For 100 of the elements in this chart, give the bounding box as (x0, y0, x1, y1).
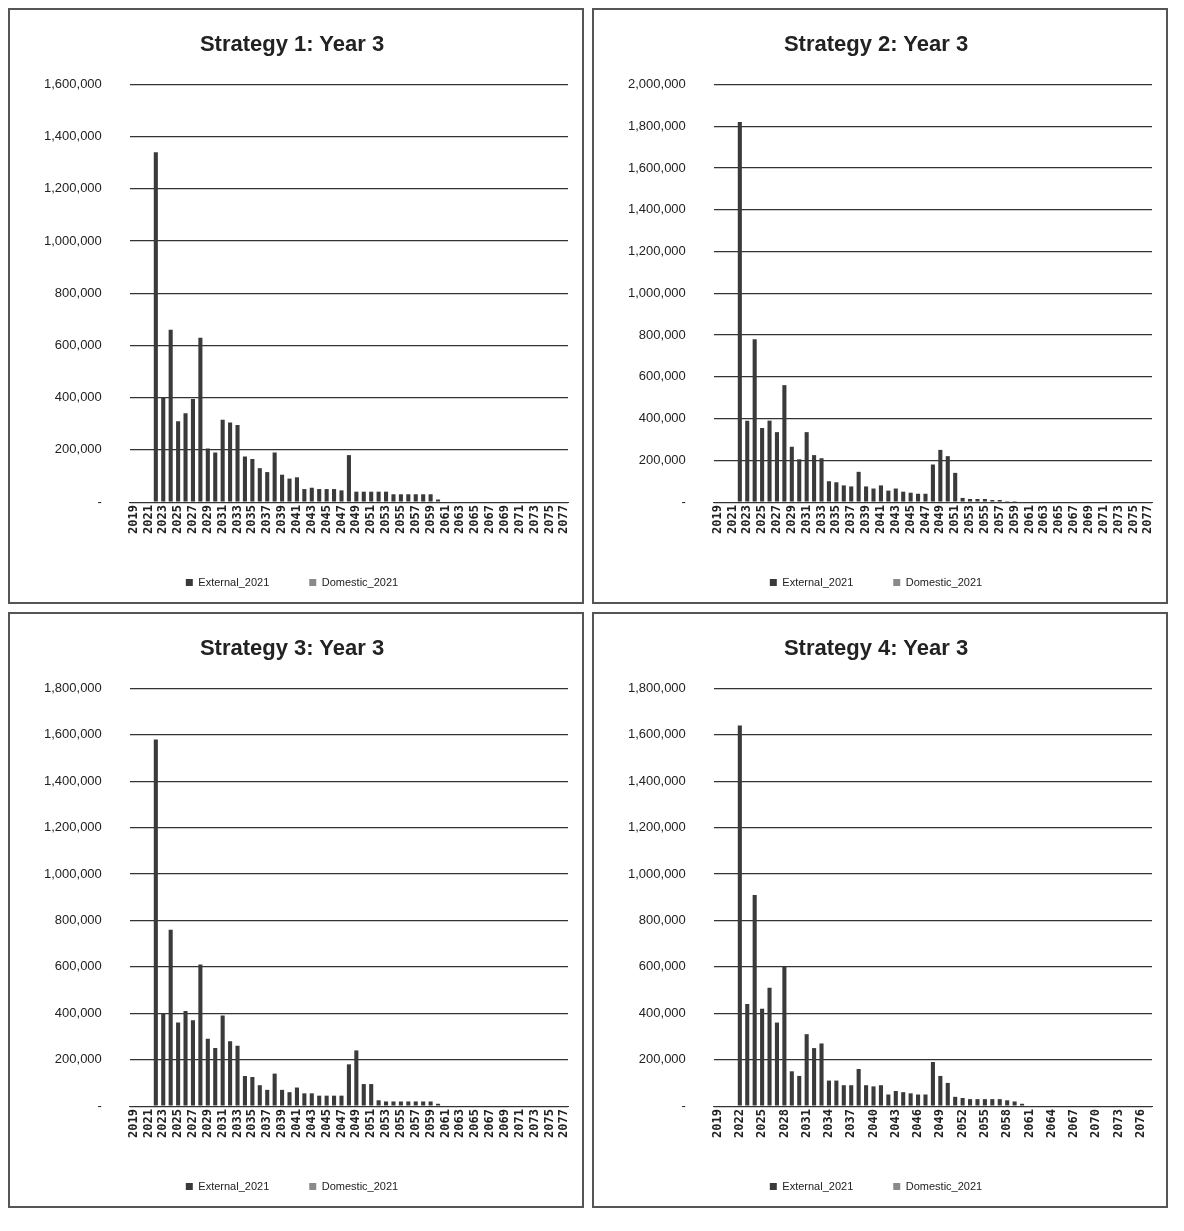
x-tick-label: 2049 (348, 505, 363, 535)
legend-label: Domestic_2021 (905, 575, 983, 588)
x-tick-label: 2019 (125, 1109, 140, 1139)
x-tick-label: 2043 (303, 505, 318, 535)
x-tick-label: 2077 (556, 505, 571, 535)
x-tick-label: 2055 (977, 505, 992, 535)
x-tick-label: 2043 (303, 1109, 318, 1139)
x-tick-label: 2051 (947, 505, 962, 535)
x-tick-label: 2034 (821, 1109, 836, 1139)
x-tick-label: 2035 (828, 505, 843, 535)
x-tick-label: 2031 (798, 505, 813, 535)
x-tick-label: 2069 (497, 1109, 511, 1139)
x-tick-label: 2069 (497, 505, 511, 535)
y-tick-label: 1,200,000 (627, 819, 686, 835)
y-tick-label: - (681, 1097, 686, 1113)
y-tick-label: 1,800,000 (627, 679, 686, 695)
x-tick-label: 2057 (991, 505, 1006, 535)
y-tick-label: 600,000 (638, 368, 686, 384)
x-tick-label: 2067 (1066, 505, 1081, 535)
x-tick-label: 2021 (140, 1109, 155, 1139)
x-tick-label: 2025 (170, 505, 185, 535)
legend-label: External_2021 (782, 1179, 854, 1192)
x-tick-label: 2027 (769, 505, 784, 535)
y-tick-label: 400,000 (638, 1004, 686, 1020)
y-tick-label: 600,000 (54, 958, 102, 974)
x-tick-label: 2067 (1066, 1109, 1081, 1139)
x-tick-label: 2061 (437, 505, 452, 535)
x-tick-label: 2045 (318, 505, 333, 535)
x-tick-label: 2033 (229, 1109, 244, 1139)
x-tick-label: 2076 (1132, 1109, 1147, 1139)
x-tick-label: 2023 (155, 1109, 170, 1139)
x-tick-label: 2071 (511, 505, 526, 535)
y-tick-label: 200,000 (638, 451, 686, 467)
x-tick-label: 2057 (407, 1109, 422, 1139)
y-tick-label: 2,000,000 (627, 75, 686, 91)
x-tick-label: 2057 (407, 505, 422, 535)
x-tick-label: 2067 (482, 505, 497, 535)
x-tick-label: 2025 (754, 1109, 769, 1139)
x-tick-label: 2047 (333, 1109, 348, 1139)
legend-label: External_2021 (198, 1179, 270, 1192)
y-tick-label: 1,600,000 (43, 726, 102, 742)
x-tick-label: 2037 (843, 505, 858, 535)
x-tick-label: 2065 (467, 1109, 482, 1139)
y-tick-label: 400,000 (638, 410, 686, 426)
x-tick-label: 2019 (709, 1109, 724, 1139)
x-tick-label: 2041 (289, 505, 304, 535)
y-tick-label: 1,200,000 (43, 180, 102, 196)
y-tick-label: - (681, 493, 686, 509)
x-tick-label: 2075 (541, 505, 556, 535)
x-tick-label: 2049 (348, 1109, 363, 1139)
legend-label: External_2021 (782, 575, 854, 588)
x-tick-label: 2031 (214, 505, 229, 535)
legend-label: Domestic_2021 (321, 1179, 399, 1192)
x-tick-label: 2037 (843, 1109, 858, 1139)
x-tick-label: 2052 (954, 1109, 969, 1139)
x-tick-label: 2049 (932, 1109, 947, 1139)
x-tick-label: 2064 (1043, 1109, 1058, 1139)
y-tick-label: 1,400,000 (43, 772, 102, 788)
x-tick-label: 2063 (452, 1109, 467, 1139)
x-tick-label: 2077 (556, 1109, 571, 1139)
x-tick-label: 2021 (724, 505, 739, 535)
x-tick-label: 2047 (333, 505, 348, 535)
y-tick-label: 1,400,000 (627, 772, 686, 788)
x-tick-label: 2070 (1088, 1109, 1103, 1139)
y-tick-label: 200,000 (54, 441, 102, 457)
x-tick-label: 2031 (798, 1109, 813, 1139)
chart-title: Strategy 2: Year 3 (783, 31, 969, 57)
y-tick-label: 800,000 (54, 284, 102, 300)
x-tick-label: 2039 (858, 505, 873, 535)
y-tick-label: 400,000 (54, 1004, 102, 1020)
y-tick-label: 1,200,000 (627, 243, 686, 259)
x-tick-label: 2063 (452, 505, 467, 535)
y-tick-label: 400,000 (54, 389, 102, 405)
y-tick-label: - (97, 1097, 102, 1113)
x-tick-label: 2035 (244, 505, 259, 535)
x-tick-label: 2073 (526, 1109, 541, 1139)
y-tick-label: 1,400,000 (43, 128, 102, 144)
x-tick-label: 2022 (731, 1109, 746, 1139)
legend-label: External_2021 (198, 575, 270, 588)
x-tick-label: 2047 (917, 505, 932, 535)
x-tick-label: 2029 (783, 505, 798, 535)
y-tick-label: 1,400,000 (627, 201, 686, 217)
x-tick-label: 2031 (214, 1109, 229, 1139)
x-tick-label: 2037 (259, 505, 274, 535)
y-tick-label: 1,000,000 (627, 865, 686, 881)
y-tick-label: 1,600,000 (43, 75, 102, 91)
y-tick-label: 200,000 (54, 1051, 102, 1067)
x-tick-label: 2049 (932, 505, 947, 535)
x-tick-label: 2058 (999, 1109, 1014, 1139)
x-tick-label: 2065 (1051, 505, 1066, 535)
y-tick-label: 1,200,000 (43, 819, 102, 835)
x-tick-label: 2073 (1110, 505, 1125, 535)
x-tick-label: 2065 (467, 505, 482, 535)
y-tick-label: 200,000 (638, 1051, 686, 1067)
x-tick-label: 2023 (739, 505, 754, 535)
y-tick-label: 1,000,000 (627, 284, 686, 300)
x-tick-label: 2033 (229, 505, 244, 535)
x-tick-label: 2053 (378, 505, 393, 535)
x-tick-label: 2040 (865, 1109, 880, 1139)
x-tick-label: 2046 (910, 1109, 925, 1139)
